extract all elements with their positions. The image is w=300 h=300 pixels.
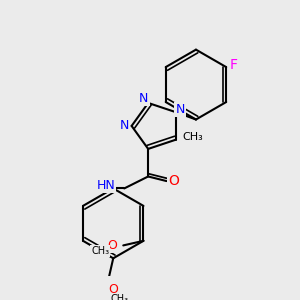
Text: CH₃: CH₃ [182,132,203,142]
Text: N: N [176,103,185,116]
Text: O: O [169,174,179,188]
Text: O: O [108,283,118,296]
Text: F: F [230,58,238,72]
Text: CH₃: CH₃ [111,294,129,300]
Text: N: N [139,92,148,105]
Text: HN: HN [96,179,115,192]
Text: O: O [107,239,117,252]
Text: N: N [120,119,129,132]
Text: CH₃: CH₃ [91,246,109,256]
